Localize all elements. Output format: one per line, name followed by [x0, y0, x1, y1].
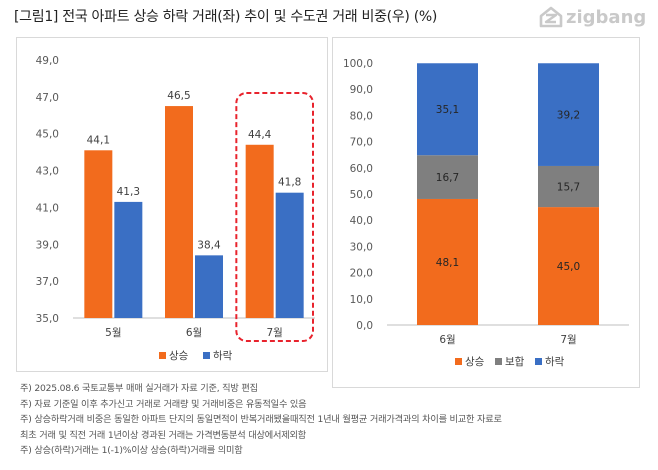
legend-swatch [203, 352, 210, 359]
updown-trend-chart: 35,0 37,0 39,0 41,0 43,0 45,0 47,0 49,0 44,1 41,3… [36, 55, 315, 362]
data-label: 41,3 [117, 186, 140, 198]
data-label: 16,7 [436, 172, 459, 184]
y-tick-label: 50,0 [350, 189, 373, 201]
bar [165, 106, 193, 318]
x-tick-label: 7월 [560, 334, 576, 346]
stacked-segment [417, 155, 478, 199]
y-tick-label: 100,0 [343, 58, 373, 70]
legend-label: 하락 [213, 349, 233, 362]
x-tick-label: 6월 [186, 327, 202, 339]
data-label: 15,7 [557, 182, 580, 194]
y-tick-label: 70,0 [350, 137, 373, 149]
stacked-segment [538, 165, 599, 208]
footnotes: 주) 2025.08.6 국토교통부 매매 실거래가 자료 기준, 직방 편집 … [20, 381, 640, 459]
legend-label: 보합 [505, 356, 525, 368]
data-label: 48,1 [436, 257, 459, 269]
data-label: 41,8 [278, 177, 301, 189]
y-tick-label: 90,0 [350, 84, 373, 96]
legend-label: 상승 [465, 356, 485, 368]
legend-swatch [495, 358, 502, 365]
footnote: 최초 거래 및 직전 거래 1년이상 경과된 거래는 가격변동분석 대상에서제외… [20, 429, 306, 441]
y-tick-label: 39,0 [36, 239, 59, 251]
zigbang-logo: zigbang [539, 6, 646, 28]
zigbang-logo-text: zigbang [566, 7, 646, 28]
y-tick-label: 60,0 [350, 163, 373, 175]
y-tick-label: 80,0 [350, 110, 373, 122]
capital-area-share-chart: 0,0 10,0 20,0 30,0 40,0 50,0 60,0 70,0 80,0 90,0 1… [343, 58, 629, 368]
y-tick-label: 41,0 [36, 202, 59, 214]
highlight-box [235, 92, 314, 342]
x-tick-label: 5월 [105, 327, 121, 339]
bar [195, 255, 223, 318]
y-tick-label: 43,0 [36, 166, 59, 178]
legend-label: 상승 [169, 350, 189, 362]
y-tick-label: 37,0 [36, 276, 59, 288]
y-tick-label: 35,0 [36, 313, 59, 325]
page-title: [그림1] 전국 아파트 상승 하락 거래(좌) 추이 및 수도권 거래 비중(… [14, 9, 438, 25]
footnote: 주) 상승(하락)거래는 1(-1)%이상 상승(하락)거래를 의미함 [20, 445, 243, 456]
footnote: 주) 2025.08.6 국토교통부 매매 실거래가 자료 기준, 직방 편집 [20, 383, 258, 394]
data-label: 35,1 [436, 104, 459, 116]
x-tick-label: 6월 [439, 334, 455, 346]
footnote: 주) 상승하락거래 비중은 동일한 아파트 단지의 동일면적이 반복거래됐을때직… [20, 414, 502, 425]
bar [275, 192, 304, 318]
y-tick-label: 10,0 [350, 294, 373, 306]
stacked-segment [538, 63, 599, 166]
footnote: 주) 자료 기준일 이후 추가신고 거래로 거래량 및 거래비중은 유동적일수 … [20, 398, 307, 410]
legend-swatch [535, 358, 542, 365]
zigbang-logo-icon [539, 6, 563, 28]
right-chart-panel: 0,0 10,0 20,0 30,0 40,0 50,0 60,0 70,0 80,0 90,0 1… [332, 37, 640, 388]
legend-swatch [455, 358, 462, 365]
stacked-segment [417, 198, 478, 325]
legend-swatch [159, 352, 166, 359]
left-chart-panel: 35,0 37,0 39,0 41,0 43,0 45,0 47,0 49,0 44,1 41,3… [16, 37, 328, 372]
data-label: 46,5 [167, 90, 190, 102]
y-tick-label: 20,0 [350, 268, 373, 280]
y-tick-label: 0,0 [356, 320, 373, 332]
data-label: 45,0 [557, 261, 580, 273]
y-tick-label: 49,0 [36, 55, 59, 67]
y-tick-label: 47,0 [36, 92, 59, 104]
bar [114, 201, 143, 318]
y-tick-label: 45,0 [36, 129, 59, 141]
stacked-segment [538, 207, 599, 325]
x-tick-label: 7월 [266, 327, 282, 339]
bar [84, 150, 113, 318]
bar [245, 144, 274, 318]
data-label: 39,2 [557, 110, 580, 122]
y-tick-label: 30,0 [350, 241, 373, 253]
data-label: 44,1 [87, 134, 110, 146]
data-label: 44,4 [248, 129, 272, 141]
stacked-segment [417, 63, 478, 156]
data-label: 38,4 [197, 239, 221, 251]
y-tick-label: 40,0 [350, 215, 373, 227]
legend-label: 하락 [545, 355, 565, 368]
